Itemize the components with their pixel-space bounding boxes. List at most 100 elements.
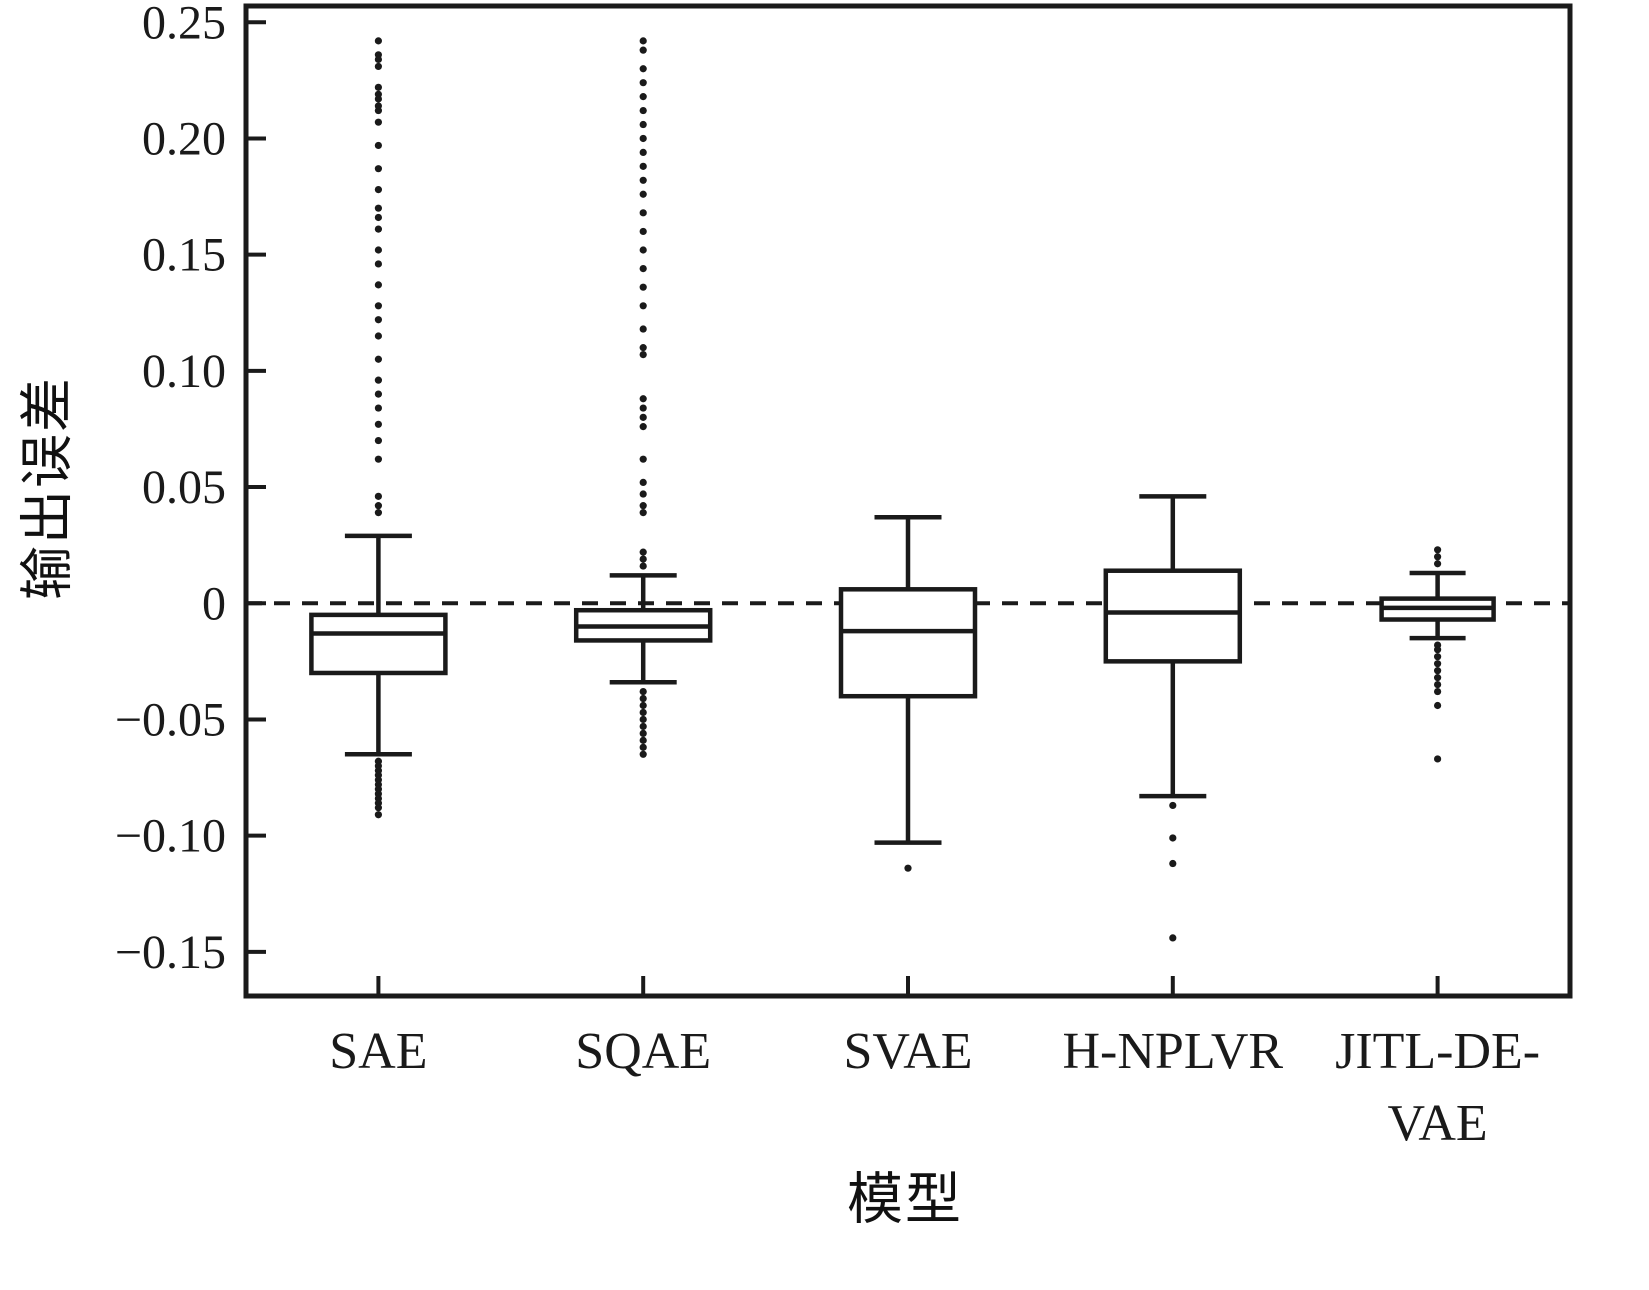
outlier-dot	[374, 62, 382, 71]
outlier-dot	[374, 509, 382, 517]
y-tick-label: 0	[202, 577, 226, 630]
outlier-dot	[374, 118, 382, 126]
outlier-dot	[639, 106, 647, 115]
outlier-dot	[374, 55, 382, 64]
y-tick-label: −0.05	[115, 693, 226, 746]
outlier-dot	[1434, 701, 1442, 710]
outlier-dot	[1169, 801, 1177, 810]
outlier-dot	[639, 37, 647, 45]
outlier-dot	[639, 687, 647, 696]
outlier-dot	[639, 344, 647, 352]
outlier-dot	[374, 316, 382, 324]
outlier-dot	[374, 502, 382, 510]
outlier-dot	[639, 478, 647, 487]
outlier-dot	[639, 350, 647, 359]
plot-border	[243, 3, 1573, 999]
outlier-dot	[374, 390, 382, 398]
outlier-dot	[374, 492, 382, 500]
outlier-dot	[374, 106, 382, 115]
outlier-dot	[639, 395, 647, 403]
outlier-dot	[1434, 560, 1442, 568]
outlier-dot	[639, 722, 647, 731]
outlier-dot	[374, 246, 382, 254]
outlier-dot	[374, 420, 382, 428]
outlier-dot	[374, 281, 382, 289]
outlier-dot	[374, 213, 382, 222]
outlier-dot	[639, 176, 647, 184]
outlier-dot	[1434, 667, 1442, 675]
outlier-dot	[639, 120, 647, 129]
category-label: SAE	[329, 1023, 427, 1080]
outlier-dot	[639, 46, 647, 54]
outlier-dot	[374, 355, 382, 363]
outlier-dot	[374, 804, 382, 812]
outlier-dot	[374, 225, 382, 233]
outlier-dot	[374, 436, 382, 445]
outlier-dot	[639, 502, 647, 510]
outlier-dot	[639, 455, 647, 463]
box-rect	[309, 612, 448, 676]
outlier-dot	[639, 283, 647, 291]
outlier-dot	[639, 708, 647, 717]
outlier-dot	[374, 376, 382, 384]
outlier-dot	[1169, 834, 1177, 842]
outlier-dot	[639, 404, 647, 412]
outlier-dot	[1434, 660, 1442, 668]
outlier-dot	[1434, 687, 1442, 696]
outlier-dot	[374, 37, 382, 45]
outlier-dot	[639, 93, 647, 101]
outlier-dot	[639, 79, 647, 87]
outlier-dot	[639, 509, 647, 517]
box-rect	[1103, 568, 1243, 664]
outlier-dot	[639, 701, 647, 710]
outlier-dot	[639, 750, 647, 758]
outlier-dot	[639, 227, 647, 236]
outlier-dot	[1434, 546, 1442, 554]
outlier-dot	[374, 332, 382, 340]
outlier-dot	[1169, 934, 1177, 942]
outlier-dot	[639, 190, 647, 198]
y-tick-label: 0.25	[142, 0, 226, 49]
outlier-dot	[639, 715, 647, 724]
outlier-dot	[374, 811, 382, 819]
outlier-dot	[374, 83, 382, 91]
outlier-dot	[374, 302, 382, 310]
y-tick-label: −0.10	[115, 810, 226, 863]
outlier-dot	[1434, 653, 1442, 661]
outlier-dot	[639, 743, 647, 751]
outlier-dot	[374, 165, 382, 173]
outlier-dot	[1434, 674, 1442, 682]
outlier-dot	[904, 864, 912, 872]
outlier-dot	[374, 141, 382, 150]
category-label: H-NPLVR	[1063, 1023, 1284, 1080]
outlier-dot	[1434, 755, 1442, 763]
outlier-dot	[639, 490, 647, 498]
outlier-dot	[374, 185, 382, 194]
outlier-dot	[639, 246, 647, 254]
outlier-dot	[639, 413, 647, 421]
outlier-dot	[374, 404, 382, 412]
outlier-dot	[639, 65, 647, 73]
outlier-dot	[639, 148, 647, 157]
y-axis-label: 输出误差	[17, 376, 78, 600]
category-label: SVAE	[843, 1023, 972, 1080]
outlier-dot	[639, 265, 647, 273]
outlier-dot	[639, 423, 647, 431]
outlier-dot	[639, 209, 647, 217]
y-tick-label: 0.15	[142, 229, 226, 282]
outlier-dot	[639, 694, 647, 703]
y-tick-label: 0.20	[142, 112, 226, 165]
category-label: SQAE	[575, 1023, 711, 1080]
outlier-dot	[639, 548, 647, 556]
outlier-dot	[1434, 646, 1442, 654]
outlier-dot	[639, 134, 647, 143]
y-tick-label: 0.05	[142, 461, 226, 514]
outlier-dot	[639, 562, 647, 570]
outlier-dot	[639, 729, 647, 737]
outlier-dot	[1434, 553, 1442, 561]
outlier-dot	[374, 95, 382, 103]
y-tick-label: −0.15	[115, 926, 226, 979]
category-label: VAE	[1388, 1095, 1488, 1152]
y-tick-label: 0.10	[142, 345, 226, 398]
